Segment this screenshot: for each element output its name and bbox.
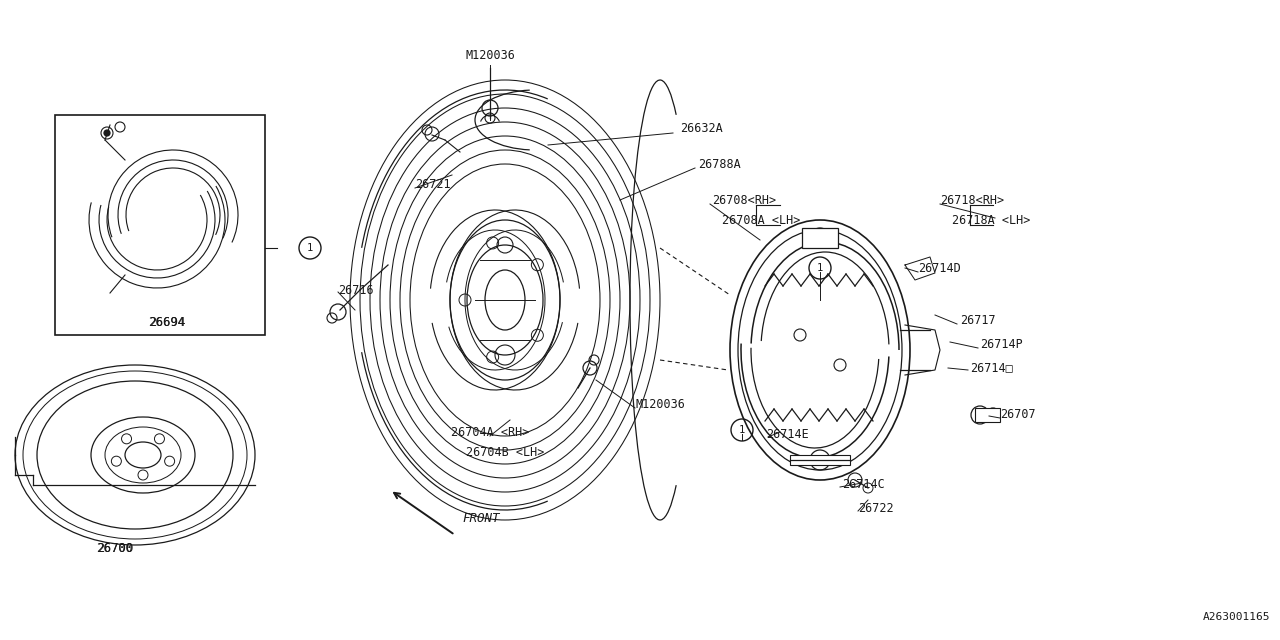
Text: 26721: 26721 <box>415 179 451 191</box>
Text: 26714C: 26714C <box>842 477 884 490</box>
Text: 26700: 26700 <box>96 541 133 554</box>
Text: 26714P: 26714P <box>980 339 1023 351</box>
Text: 1: 1 <box>739 425 745 435</box>
Text: 26722: 26722 <box>858 502 893 515</box>
Text: 26708<RH>: 26708<RH> <box>712 193 776 207</box>
Bar <box>803 228 838 248</box>
Text: M120036: M120036 <box>465 49 515 62</box>
Text: FRONT: FRONT <box>462 511 499 525</box>
Bar <box>975 408 1000 422</box>
Text: 26716: 26716 <box>338 284 374 296</box>
Bar <box>790 455 850 465</box>
Text: 26718<RH>: 26718<RH> <box>940 193 1004 207</box>
Text: 1: 1 <box>307 243 314 253</box>
Text: 26632A: 26632A <box>680 122 723 134</box>
Text: 1: 1 <box>817 263 823 273</box>
Text: 26717: 26717 <box>960 314 996 326</box>
Text: 26700: 26700 <box>97 541 133 554</box>
Text: 26694: 26694 <box>150 317 184 330</box>
Text: A263001165: A263001165 <box>1202 612 1270 622</box>
Text: 26714D: 26714D <box>918 262 961 275</box>
Text: 26788A: 26788A <box>698 159 741 172</box>
Circle shape <box>104 130 110 136</box>
Text: 26714E: 26714E <box>765 428 809 440</box>
Text: 26707: 26707 <box>1000 408 1036 422</box>
Bar <box>55 115 265 335</box>
Text: 26704B <LH>: 26704B <LH> <box>466 445 544 458</box>
Text: 26694: 26694 <box>148 317 186 330</box>
Text: 26708A <LH>: 26708A <LH> <box>722 214 800 227</box>
Text: 26704A <RH>: 26704A <RH> <box>451 426 529 438</box>
Text: M120036: M120036 <box>635 399 685 412</box>
Text: 26718A <LH>: 26718A <LH> <box>952 214 1030 227</box>
Text: 26714□: 26714□ <box>970 362 1012 374</box>
